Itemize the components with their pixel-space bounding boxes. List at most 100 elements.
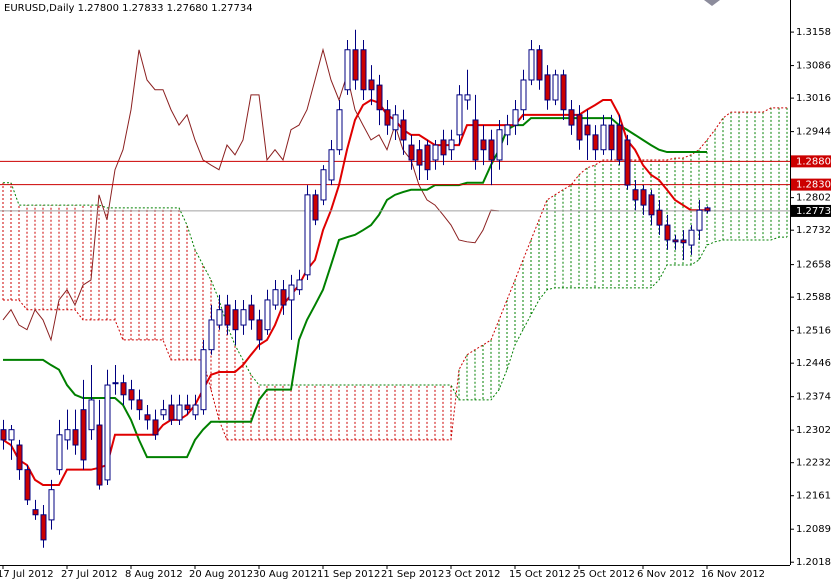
candle-body (240, 309, 247, 326)
candle-body (392, 114, 399, 131)
candle-body (536, 49, 543, 81)
candle-body (8, 429, 15, 441)
plot-area (2, 47, 788, 487)
x-tick-label: 11 Sep 2012 (317, 569, 380, 580)
x-tick-label: 17 Jul 2012 (0, 569, 54, 580)
x-tick-label: 20 Aug 2012 (189, 569, 253, 580)
candle-body (264, 299, 271, 331)
kijun-sen (3, 117, 707, 459)
y-tick-label: 1.27320 (796, 225, 831, 236)
candle-body (424, 144, 431, 171)
candle-body (152, 419, 159, 436)
y-tick-label: 1.25160 (796, 326, 831, 337)
y-tick-label: 1.22320 (796, 458, 831, 469)
y-tick-label: 1.30160 (796, 93, 831, 104)
candle-body (680, 239, 687, 244)
candle-body (512, 109, 519, 126)
candle-body (600, 124, 607, 151)
candle-body (368, 79, 375, 91)
candle-body (672, 239, 679, 243)
x-tick-label: 15 Oct 2012 (509, 569, 571, 580)
candle-body (176, 404, 183, 421)
y-tick-label: 1.25880 (796, 292, 831, 303)
candle-body (464, 94, 471, 101)
candle-body (592, 134, 599, 151)
candle-body (616, 124, 623, 161)
candle-body (384, 109, 391, 126)
candle-body (272, 289, 279, 306)
tenkan-sen (2, 98, 707, 487)
candle-body (128, 389, 135, 401)
x-tick-label: 16 Nov 2012 (701, 569, 765, 580)
candle-body (520, 79, 527, 111)
y-tick-label: 1.24460 (796, 358, 831, 369)
candle-body (192, 404, 199, 416)
candle-body (704, 207, 711, 212)
candle-body (248, 304, 255, 321)
candle-body (216, 309, 223, 326)
candle-body (288, 284, 295, 301)
y-tick-label: 1.23740 (796, 392, 831, 403)
candle-body (256, 319, 263, 341)
candle-body (696, 209, 703, 231)
candle-body (488, 139, 495, 161)
x-tick-label: 21 Sep 2012 (381, 569, 444, 580)
candle-body (568, 109, 575, 126)
candle-body (312, 194, 319, 221)
candle-body (200, 349, 207, 411)
candle-body (664, 224, 671, 241)
candle-body (456, 94, 463, 136)
x-tick-label: 3 Oct 2012 (445, 569, 500, 580)
candle-body (24, 469, 31, 501)
candle-body (304, 194, 311, 276)
candle-body (552, 74, 559, 101)
x-tick-label: 27 Jul 2012 (61, 569, 118, 580)
candle-body (496, 129, 503, 161)
candle-body (376, 84, 383, 111)
candle-body (56, 434, 63, 471)
candle-body (504, 124, 511, 136)
candle-body (408, 144, 415, 161)
candle-body (528, 49, 535, 81)
candle-body (104, 384, 111, 481)
candle-body (16, 444, 23, 471)
candle-body (336, 109, 343, 151)
candle-body (40, 514, 47, 541)
candle-body (544, 74, 551, 101)
price-level-box (791, 155, 831, 168)
y-tick-label: 1.28020 (796, 193, 831, 204)
candle-body (168, 404, 175, 421)
y-tick-label: 1.29440 (796, 127, 831, 138)
candle-body (160, 409, 167, 416)
candle-body (184, 404, 191, 411)
candle-body (480, 139, 487, 151)
menu-arrow (704, 0, 720, 6)
price-level-label: 1.28800 (796, 156, 831, 167)
price-level-label: 1.27734 (796, 206, 831, 217)
candle-body (64, 429, 71, 441)
chart-title: EURUSD,Daily 1.27800 1.27833 1.27680 1.2… (4, 3, 253, 14)
price-level-label: 1.28300 (796, 180, 831, 191)
chikou-span (2, 47, 500, 342)
price-level-box (791, 178, 831, 191)
candle-body (400, 119, 407, 141)
candle-body (136, 399, 143, 411)
candle-body (88, 399, 95, 431)
x-tick-label: 30 Aug 2012 (253, 569, 317, 580)
candle-body (440, 139, 447, 156)
candle-body (224, 304, 231, 326)
senkou-span-b (3, 182, 787, 401)
candle-body (608, 124, 615, 151)
y-tick-label: 1.20890 (796, 524, 831, 535)
candle-body (80, 409, 87, 461)
candle-body (472, 119, 479, 161)
candle-body (624, 139, 631, 186)
price-level-box (791, 204, 831, 217)
candle-body (280, 289, 287, 306)
y-tick-label: 1.20180 (796, 557, 831, 568)
candle-body (584, 124, 591, 136)
candle-body (120, 382, 127, 396)
y-tick-label: 1.30860 (796, 61, 831, 72)
candle-body (560, 74, 567, 111)
